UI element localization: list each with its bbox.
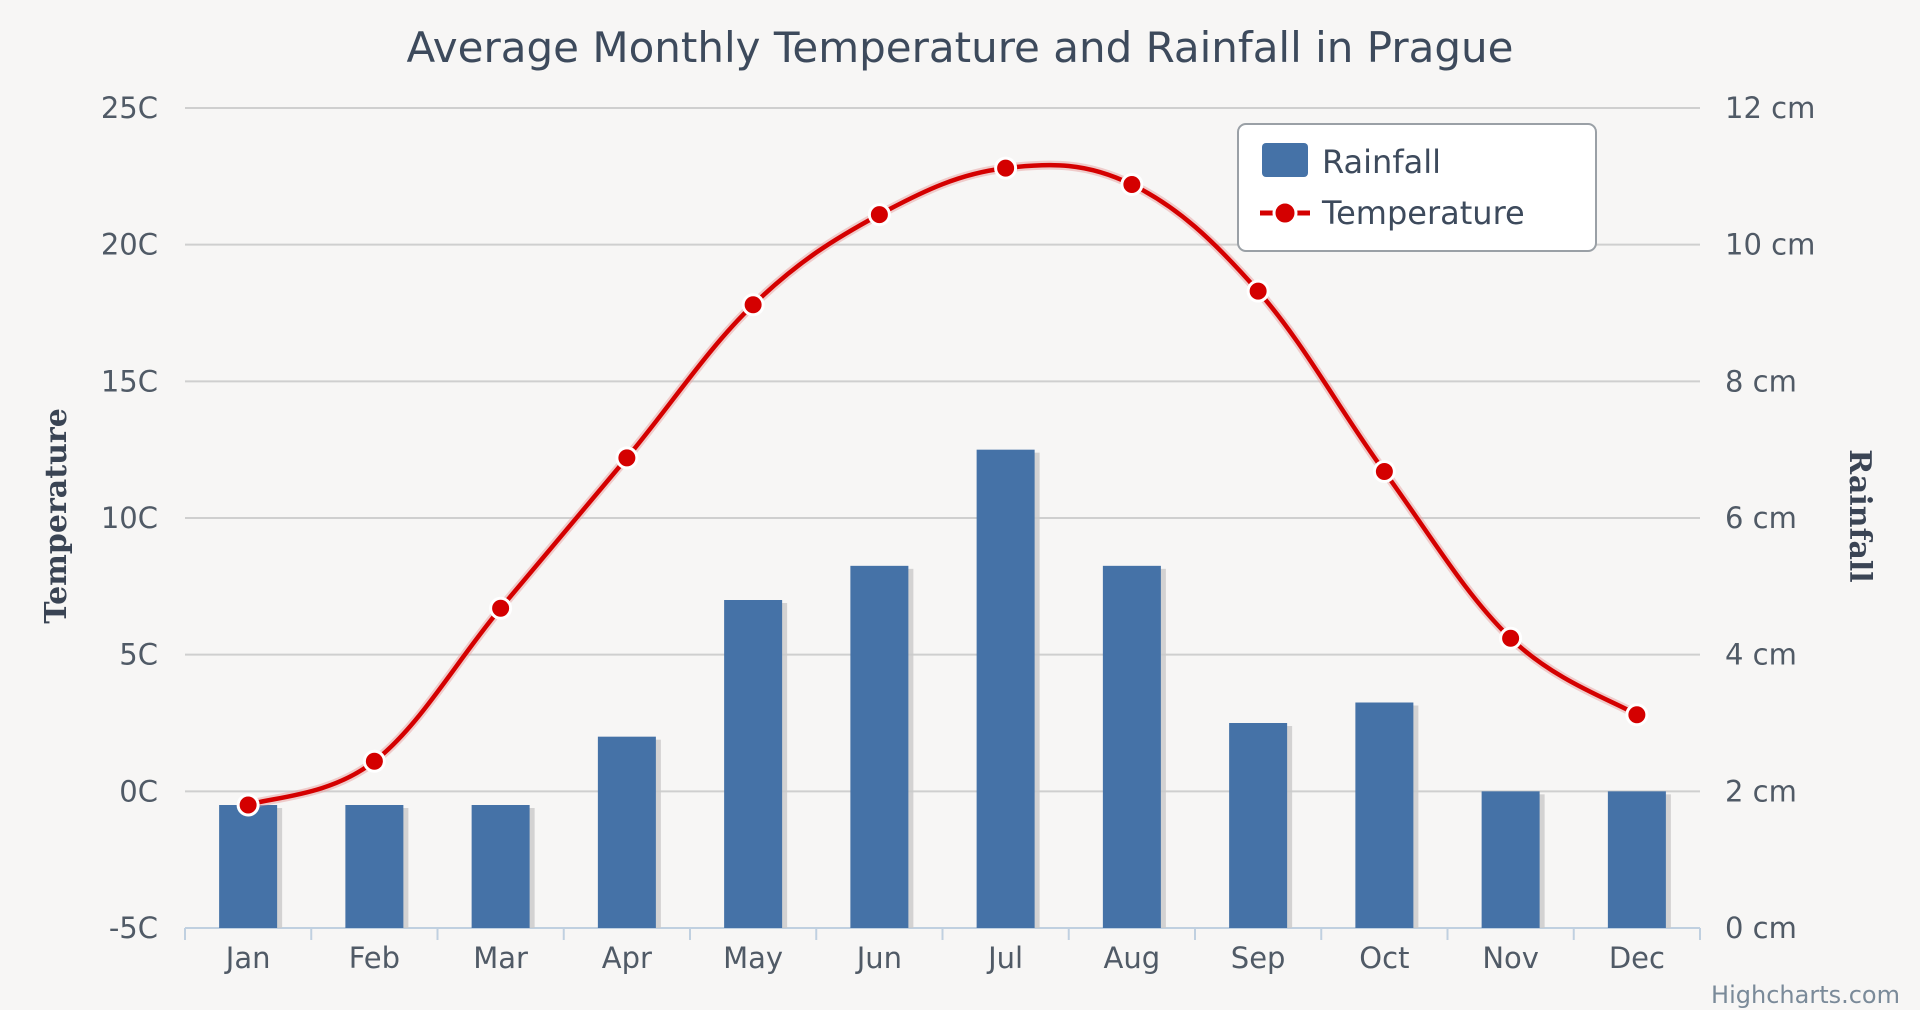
rainfall-bar <box>1482 791 1540 928</box>
x-tick-label: Aug <box>1104 941 1161 975</box>
temperature-point <box>1374 462 1394 482</box>
legend-temperature-label[interactable]: Temperature <box>1321 194 1525 232</box>
x-tick-label: Oct <box>1359 941 1409 975</box>
right-tick-label: 12 cm <box>1725 91 1815 125</box>
credit-link[interactable]: Highcharts.com <box>1711 981 1900 1009</box>
x-tick-label: Apr <box>602 941 652 975</box>
left-tick-label: 10C <box>101 501 158 535</box>
temperature-line <box>248 165 1637 805</box>
right-tick-label: 8 cm <box>1725 364 1797 398</box>
rainfall-bar <box>1355 703 1413 929</box>
left-tick-label: -5C <box>109 911 158 945</box>
rainfall-bar <box>472 805 530 928</box>
temperature-point <box>743 295 763 315</box>
temperature-point <box>238 795 258 815</box>
x-tick-label: Mar <box>473 941 528 975</box>
chart-svg: Average Monthly Temperature and Rainfall… <box>0 0 1920 1010</box>
right-tick-label: 0 cm <box>1725 911 1797 945</box>
rainfall-bar <box>724 600 782 928</box>
temperature-point <box>1122 175 1142 195</box>
x-tick-label: Nov <box>1482 941 1539 975</box>
x-axis: Jan Feb Mar Apr May Jun Jul Aug Sep Oct Nov Dec <box>185 928 1700 975</box>
x-tick-label: Jan <box>224 941 271 975</box>
right-axis-title: Rainfall <box>1842 449 1877 582</box>
temperature-line-glow <box>248 165 1637 805</box>
temperature-point <box>1627 705 1647 725</box>
temperature-point <box>364 751 384 771</box>
temperature-point <box>1248 281 1268 301</box>
rainfall-bar <box>850 566 908 928</box>
rainfall-bar <box>1103 566 1161 928</box>
temperature-line-series <box>238 158 1647 815</box>
legend[interactable]: Rainfall Temperature <box>1238 124 1596 251</box>
rainfall-bar <box>219 805 277 928</box>
right-axis-ticks: 12 cm 10 cm 8 cm 6 cm 4 cm 2 cm 0 cm <box>1725 91 1815 945</box>
temperature-point <box>869 205 889 225</box>
x-tick-label: Dec <box>1609 941 1665 975</box>
rainfall-bar <box>345 805 403 928</box>
x-tick-label: Jun <box>855 941 902 975</box>
right-tick-label: 2 cm <box>1725 774 1797 808</box>
chart-title: Average Monthly Temperature and Rainfall… <box>407 23 1514 72</box>
left-axis-title: Temperature <box>39 408 74 624</box>
legend-temperature-marker <box>1274 202 1296 224</box>
temperature-point <box>996 158 1016 178</box>
x-tick-label: Feb <box>349 941 400 975</box>
temperature-point <box>1501 628 1521 648</box>
x-tick-label: Sep <box>1231 941 1286 975</box>
legend-rainfall-label[interactable]: Rainfall <box>1322 143 1441 181</box>
temperature-point <box>617 448 637 468</box>
rainfall-bar <box>1229 723 1287 928</box>
left-tick-label: 5C <box>119 638 158 672</box>
left-axis-ticks: 25C 20C 15C 10C 5C 0C -5C <box>101 91 158 945</box>
left-tick-label: 0C <box>119 774 158 808</box>
chart-container: Average Monthly Temperature and Rainfall… <box>0 0 1920 1010</box>
x-tick-label: Jul <box>986 941 1023 975</box>
left-tick-label: 15C <box>101 364 158 398</box>
left-tick-label: 25C <box>101 91 158 125</box>
right-tick-label: 10 cm <box>1725 228 1815 262</box>
left-tick-label: 20C <box>101 228 158 262</box>
x-tick-label: May <box>723 941 783 975</box>
rainfall-bar <box>1608 791 1666 928</box>
right-tick-label: 6 cm <box>1725 501 1797 535</box>
legend-rainfall-swatch <box>1262 143 1308 177</box>
temperature-point <box>491 598 511 618</box>
rainfall-bar <box>598 737 656 928</box>
rainfall-bar <box>977 450 1035 928</box>
right-tick-label: 4 cm <box>1725 638 1797 672</box>
